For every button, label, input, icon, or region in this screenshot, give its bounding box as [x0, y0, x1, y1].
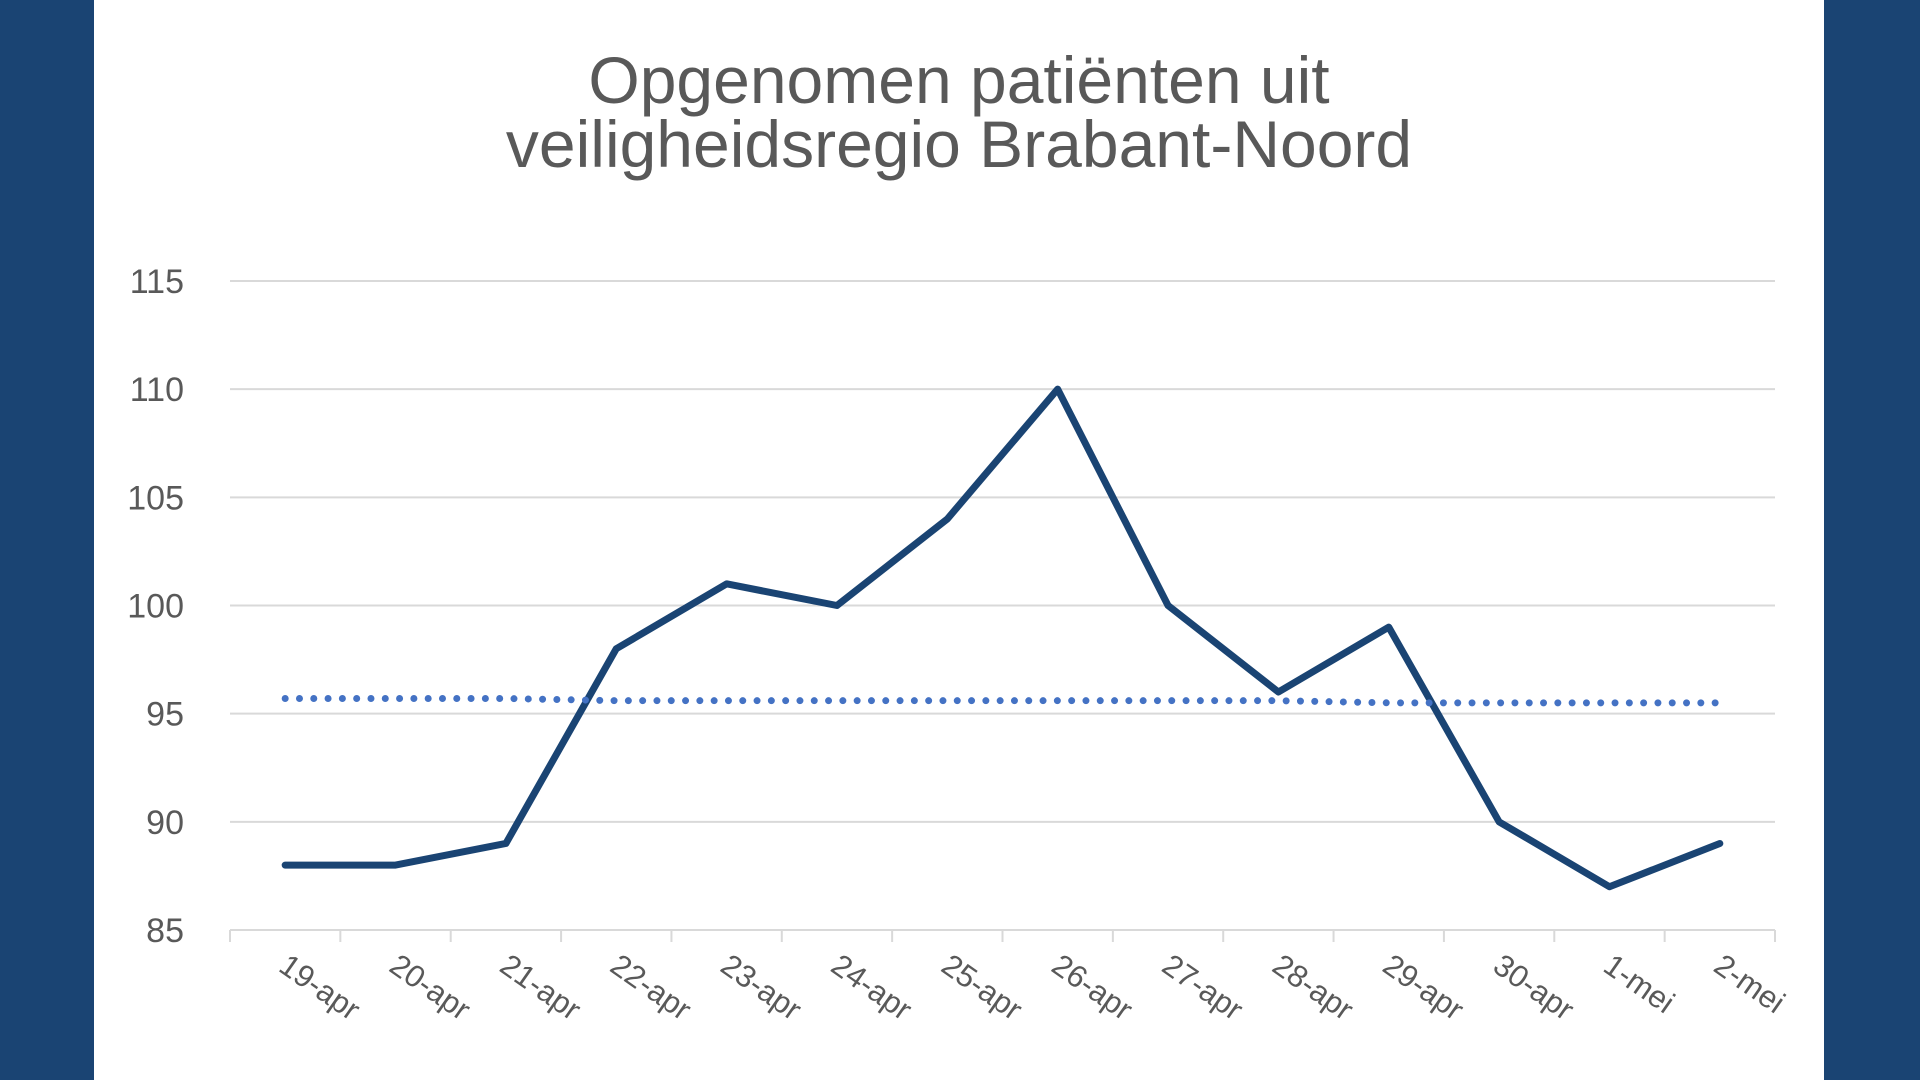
y-tick-label-110: 110: [130, 371, 184, 409]
x-tick-label-1-mei: 1-mei: [1597, 947, 1681, 1020]
x-tick-label-26-apr: 26-apr: [1046, 947, 1139, 1027]
x-tick-label-19-apr: 19-apr: [273, 947, 366, 1027]
x-tick-label-2-mei: 2-mei: [1708, 947, 1792, 1020]
x-tick-label-22-apr: 22-apr: [604, 947, 697, 1027]
series-line-0: [281, 385, 1724, 891]
chart-title-line-1: Opgenomen patiënten uit: [588, 43, 1330, 117]
y-tick-label-100: 100: [127, 588, 184, 626]
x-tick-label-27-apr: 27-apr: [1156, 947, 1249, 1027]
y-tick-label-105: 105: [127, 479, 184, 517]
y-tick-label-115: 115: [130, 263, 184, 301]
x-tick-label-28-apr: 28-apr: [1266, 947, 1359, 1027]
chart-title-line-2: veiligheidsregio Brabant-Noord: [505, 107, 1413, 181]
x-tick-label-20-apr: 20-apr: [384, 947, 477, 1027]
chart-panel: Opgenomen patiënten uit veiligheidsregio…: [94, 0, 1824, 1080]
y-tick-label-90: 90: [146, 804, 184, 842]
series-line-1: [281, 695, 1724, 707]
x-tick-label-29-apr: 29-apr: [1377, 947, 1470, 1027]
x-tick-label-30-apr: 30-apr: [1487, 947, 1580, 1027]
x-tick-label-25-apr: 25-apr: [935, 947, 1028, 1027]
line-chart: 85 90 95 100 105 110 115 19-apr 20-apr 21-apr 22-a…: [127, 263, 1792, 1027]
x-tick-label-21-apr: 21-apr: [494, 947, 587, 1027]
x-tick-label-24-apr: 24-apr: [825, 947, 918, 1027]
chart-title: Opgenomen patiënten uit veiligheidsregio…: [94, 43, 1824, 181]
x-tick-label-23-apr: 23-apr: [715, 947, 808, 1027]
y-tick-label-95: 95: [146, 696, 184, 734]
y-tick-label-85: 85: [146, 912, 184, 950]
